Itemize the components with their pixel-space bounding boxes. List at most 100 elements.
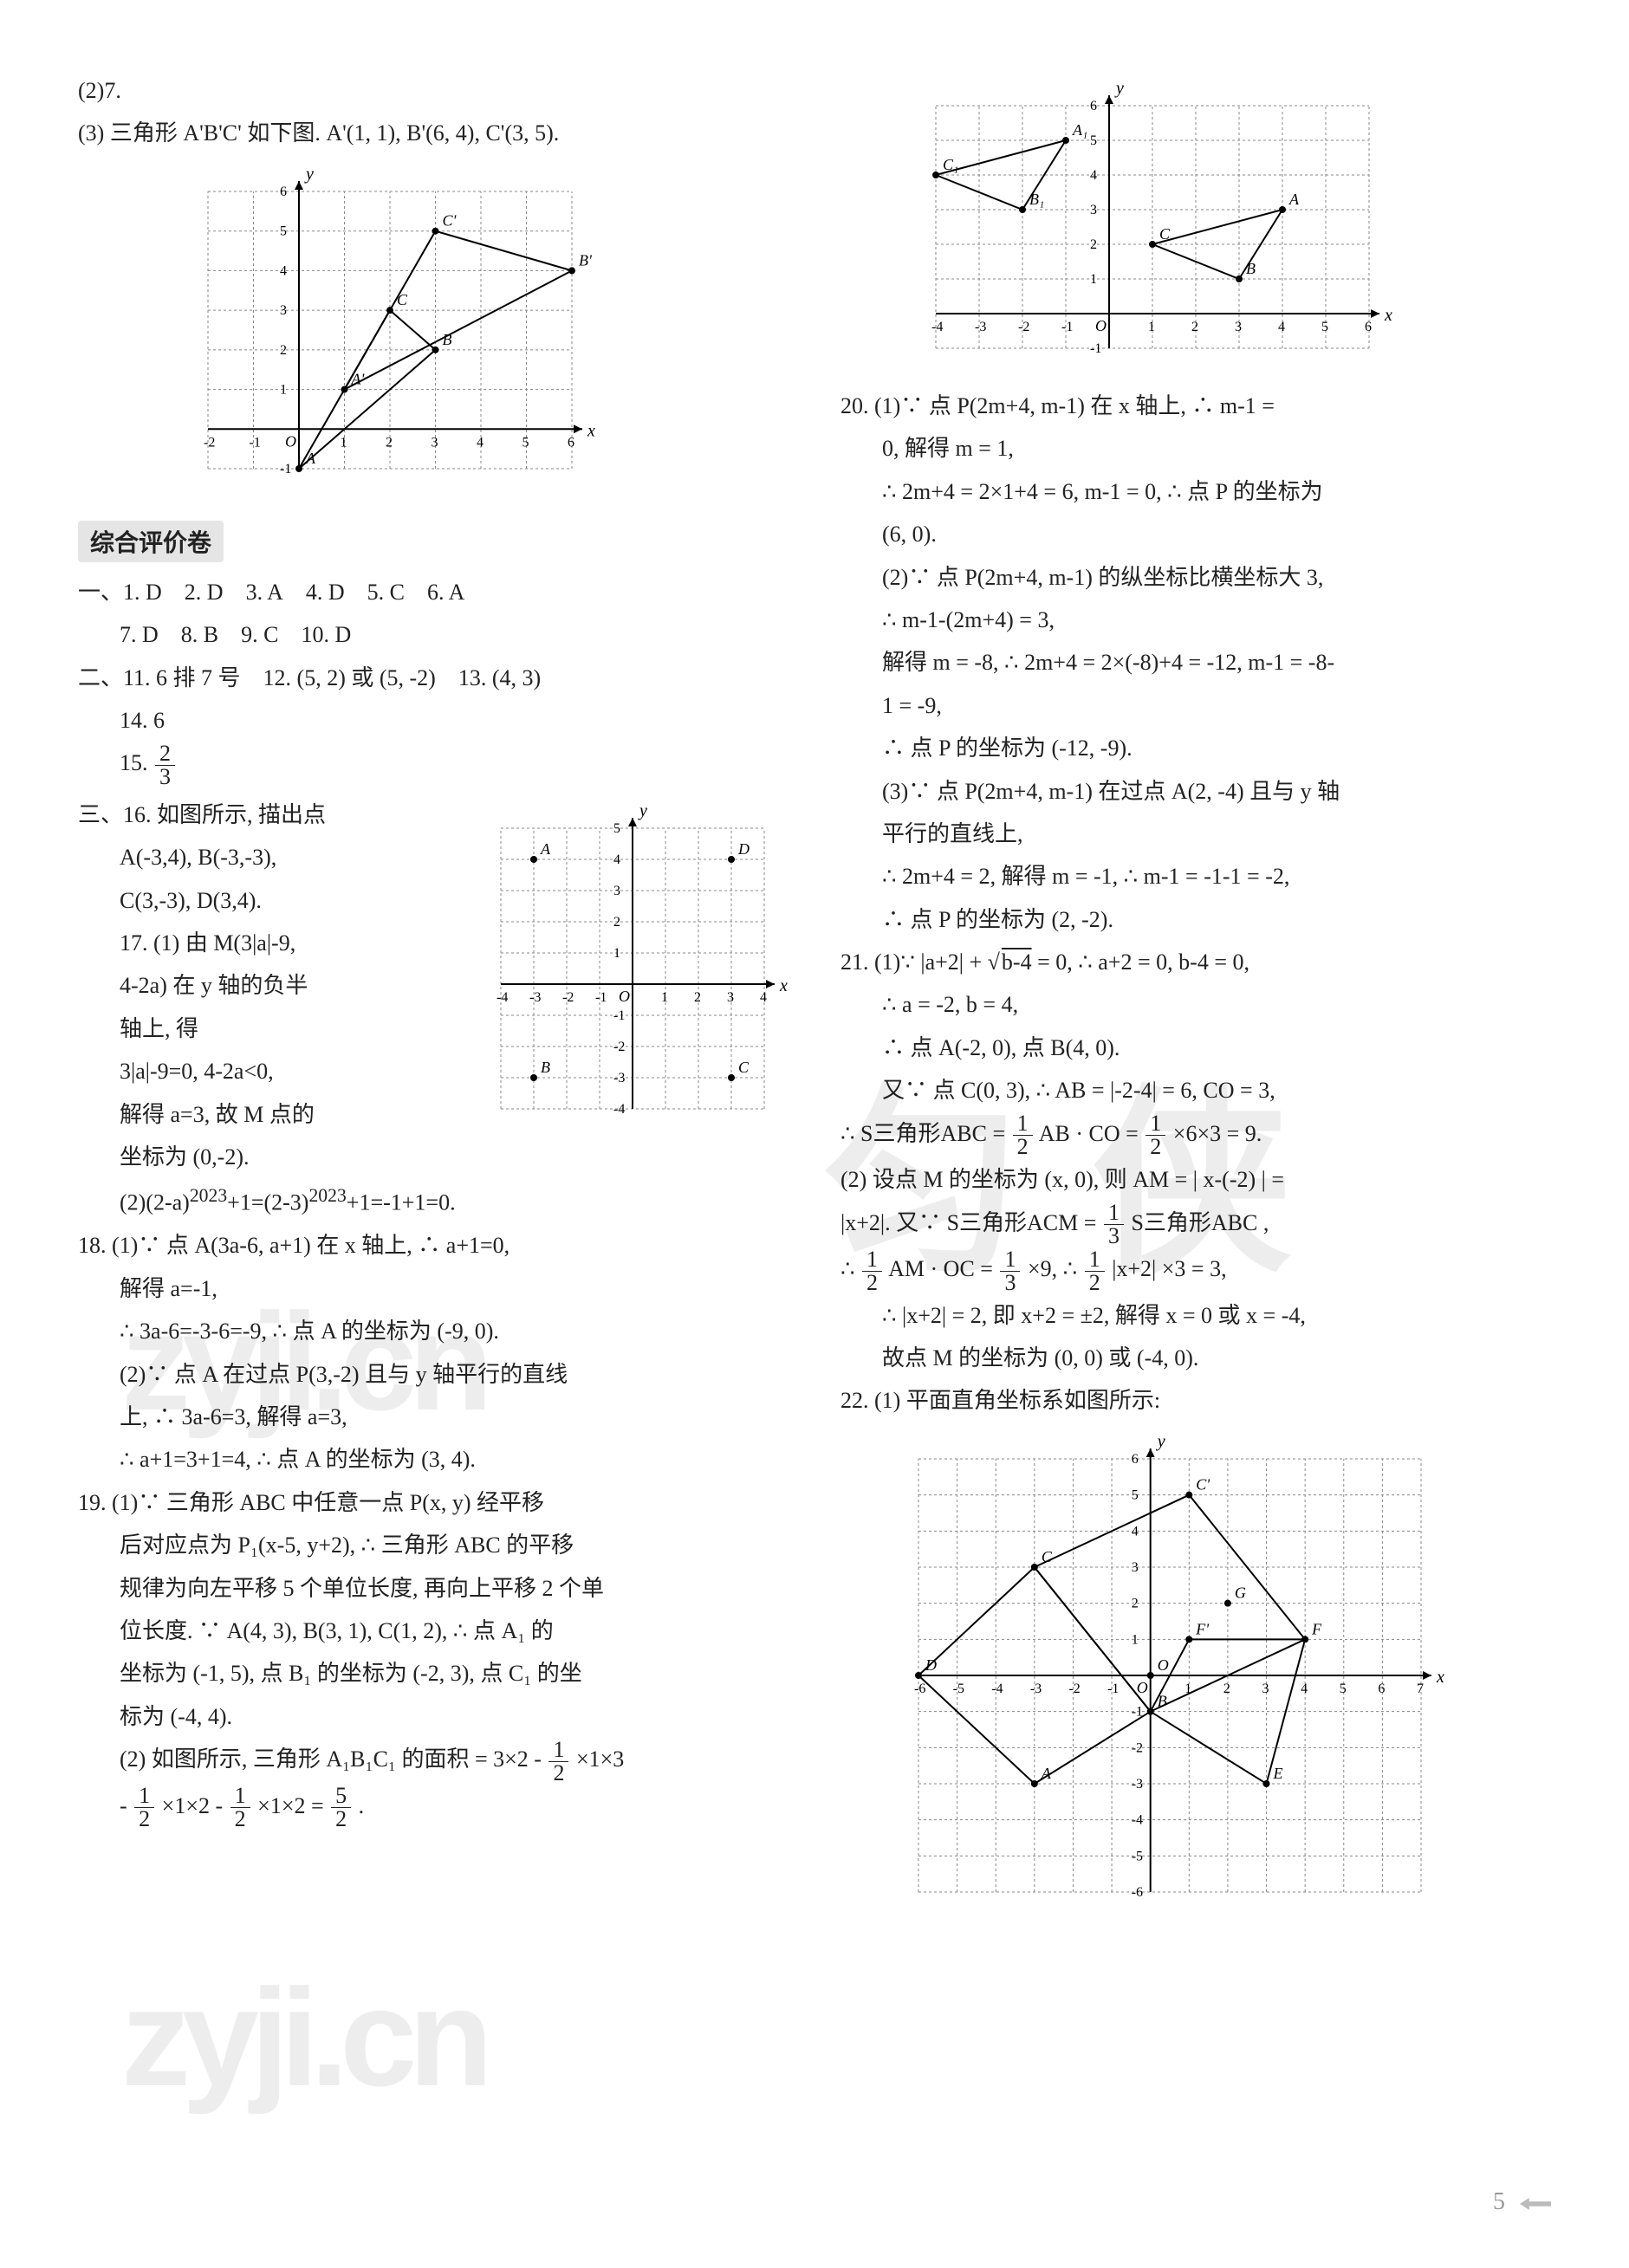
svg-text:-4: -4	[1132, 1812, 1143, 1827]
svg-text:-4: -4	[931, 320, 943, 334]
svg-text:3: 3	[1262, 1682, 1269, 1696]
svg-text:-2: -2	[1132, 1740, 1143, 1755]
svg-text:-3: -3	[1132, 1777, 1143, 1792]
svg-text:4: 4	[1301, 1682, 1308, 1696]
q19b-2: - 12 ×1×2 - 12 ×1×2 = 52 .	[78, 1785, 789, 1831]
svg-text:3: 3	[432, 435, 438, 450]
chart-2: xyO-4-3-2-11234-4-3-2-112345ABCD	[477, 804, 789, 1133]
svg-text:C: C	[1159, 225, 1171, 243]
svg-text:-1: -1	[250, 435, 261, 450]
fill-15-frac: 2 3	[155, 742, 175, 788]
svg-text:2: 2	[1223, 1682, 1230, 1696]
svg-text:-2: -2	[1018, 320, 1029, 334]
mc-row2: 7. D 8. B 9. C 10. D	[78, 613, 789, 656]
svg-text:2: 2	[613, 915, 620, 930]
svg-text:D: D	[737, 840, 750, 858]
section-title: 综合评价卷	[78, 521, 224, 562]
svg-text:y: y	[638, 804, 647, 820]
svg-text:6: 6	[1378, 1682, 1385, 1696]
svg-text:-3: -3	[613, 1071, 625, 1085]
svg-text:F': F'	[1195, 1620, 1210, 1637]
q17-l3: 3|a|-9=0, 4-2a<0,	[78, 1050, 459, 1092]
svg-text:7: 7	[1417, 1682, 1424, 1696]
svg-text:5: 5	[1340, 1682, 1347, 1696]
page-number: 5	[1493, 2188, 1551, 2216]
svg-text:3: 3	[280, 303, 287, 318]
svg-text:-3: -3	[975, 320, 986, 334]
q17-l5: 坐标为 (0,-2).	[78, 1136, 459, 1178]
svg-text:6: 6	[1132, 1452, 1139, 1467]
chart-1: xyO-2-1123456-1123456AA'BB'CC'	[78, 165, 789, 495]
svg-text:3: 3	[1235, 320, 1242, 334]
svg-text:x: x	[779, 976, 788, 995]
q17-l4: 解得 a=3, 故 M 点的	[78, 1093, 459, 1136]
svg-text:x: x	[1436, 1668, 1444, 1687]
svg-text:4: 4	[760, 990, 767, 1005]
svg-text:2: 2	[1191, 320, 1198, 334]
svg-text:-3: -3	[1030, 1682, 1042, 1696]
q16-l0: 三、16. 如图所示, 描出点	[78, 794, 459, 836]
svg-text:5: 5	[280, 224, 287, 238]
q19b: (2) 如图所示, 三角形 A₁B₁C₁ 的面积 = 3×2 - 12 ×1×3	[78, 1738, 789, 1785]
fill-prefix: 二、	[78, 665, 123, 690]
svg-text:F: F	[1311, 1620, 1322, 1637]
svg-text:5: 5	[522, 435, 529, 450]
svg-text:B: B	[1246, 260, 1256, 277]
svg-text:2: 2	[386, 435, 393, 450]
svg-text:-4: -4	[613, 1102, 625, 1117]
svg-text:3: 3	[1090, 203, 1097, 217]
svg-text:B': B'	[579, 251, 593, 269]
q20-block: 20. (1)∵ 点 P(2m+4, m-1) 在 x 轴上, ∴ m-1 =0…	[840, 385, 1551, 941]
svg-text:6: 6	[280, 185, 287, 199]
svg-text:2: 2	[280, 343, 287, 358]
svg-text:3: 3	[1132, 1560, 1139, 1575]
svg-text:-1: -1	[280, 462, 291, 476]
q17b: (2)(2-a)2023+1=(2-3)2023+1=-1+1=0.	[78, 1178, 789, 1224]
q17-l0: 17. (1) 由 M(3|a|-9,	[78, 922, 459, 964]
svg-text:4: 4	[1132, 1524, 1139, 1539]
svg-text:4: 4	[613, 852, 620, 867]
q18-block: 18. (1)∵ 点 A(3a-6, a+1) 在 x 轴上, ∴ a+1=0,…	[78, 1224, 789, 1481]
fill-row1: 二、11. 6 排 7 号 12. (5, 2) 或 (5, -2) 13. (…	[78, 657, 789, 699]
mc-row1: 一、1. D 2. D 3. A 4. D 5. C 6. A	[78, 571, 789, 613]
q21b-l3: ∴ 12 AM · OC = 13 ×9, ∴ 12 |x+2| ×3 = 3,	[840, 1247, 1551, 1294]
svg-text:A: A	[540, 840, 551, 858]
q21a-l1: 21. (1)∵ |a+2| + √b-4 = 0, ∴ a+2 = 0, b-…	[840, 941, 1551, 983]
svg-text:4: 4	[1090, 168, 1097, 183]
q22: 22. (1) 平面直角坐标系如图所示:	[840, 1379, 1551, 1422]
q21b-l2: |x+2|. 又∵ S三角形ACM = 13 S三角形ABC ,	[840, 1202, 1551, 1248]
svg-text:A: A	[1288, 191, 1300, 208]
svg-text:-1: -1	[595, 990, 607, 1005]
svg-text:1: 1	[1132, 1632, 1139, 1647]
svg-text:2: 2	[1132, 1596, 1139, 1610]
svg-text:O: O	[1158, 1656, 1169, 1674]
svg-text:y: y	[304, 165, 314, 184]
svg-text:-3: -3	[529, 990, 541, 1005]
svg-text:y: y	[1156, 1433, 1165, 1451]
svg-text:6: 6	[1090, 99, 1097, 113]
page-arrow-icon	[1520, 2198, 1551, 2210]
intro-l2: (3) 三角形 A'B'C' 如下图. A'(1, 1), B'(6, 4), …	[78, 112, 789, 154]
svg-text:E: E	[1273, 1765, 1283, 1782]
svg-text:-2: -2	[562, 990, 574, 1005]
svg-text:B: B	[1158, 1692, 1167, 1709]
q16-l2: C(3,-3), D(3,4).	[78, 879, 459, 922]
chart-4: xyO-6-5-4-3-2-11234567-6-5-4-3-2-1123456…	[840, 1433, 1551, 1918]
svg-text:-4: -4	[496, 990, 508, 1005]
mc-prefix: 一、	[78, 580, 123, 605]
svg-text:O: O	[1095, 317, 1107, 334]
q17-l1: 4-2a) 在 y 轴的负半	[78, 964, 459, 1007]
watermark-2: zyji.cn	[121, 1958, 484, 2117]
left-column: (2)7. (3) 三角形 A'B'C' 如下图. A'(1, 1), B'(6…	[78, 69, 789, 1928]
svg-text:1: 1	[341, 435, 347, 450]
svg-text:6: 6	[568, 435, 574, 450]
svg-text:x: x	[587, 421, 595, 440]
q16-l1: A(-3,4), B(-3,-3),	[78, 836, 459, 878]
svg-text:3: 3	[613, 884, 620, 898]
svg-text:2: 2	[694, 990, 701, 1005]
q21a-area: ∴ S三角形ABC = 12 AB · CO = 12 ×6×3 = 9.	[840, 1112, 1551, 1159]
svg-text:4: 4	[280, 263, 287, 278]
right-column: xyO-4-3-2-1123456-1123456ABCA₁B₁C₁ 20. (…	[840, 69, 1551, 1928]
svg-text:y: y	[1114, 80, 1124, 98]
svg-text:-5: -5	[1132, 1849, 1143, 1863]
